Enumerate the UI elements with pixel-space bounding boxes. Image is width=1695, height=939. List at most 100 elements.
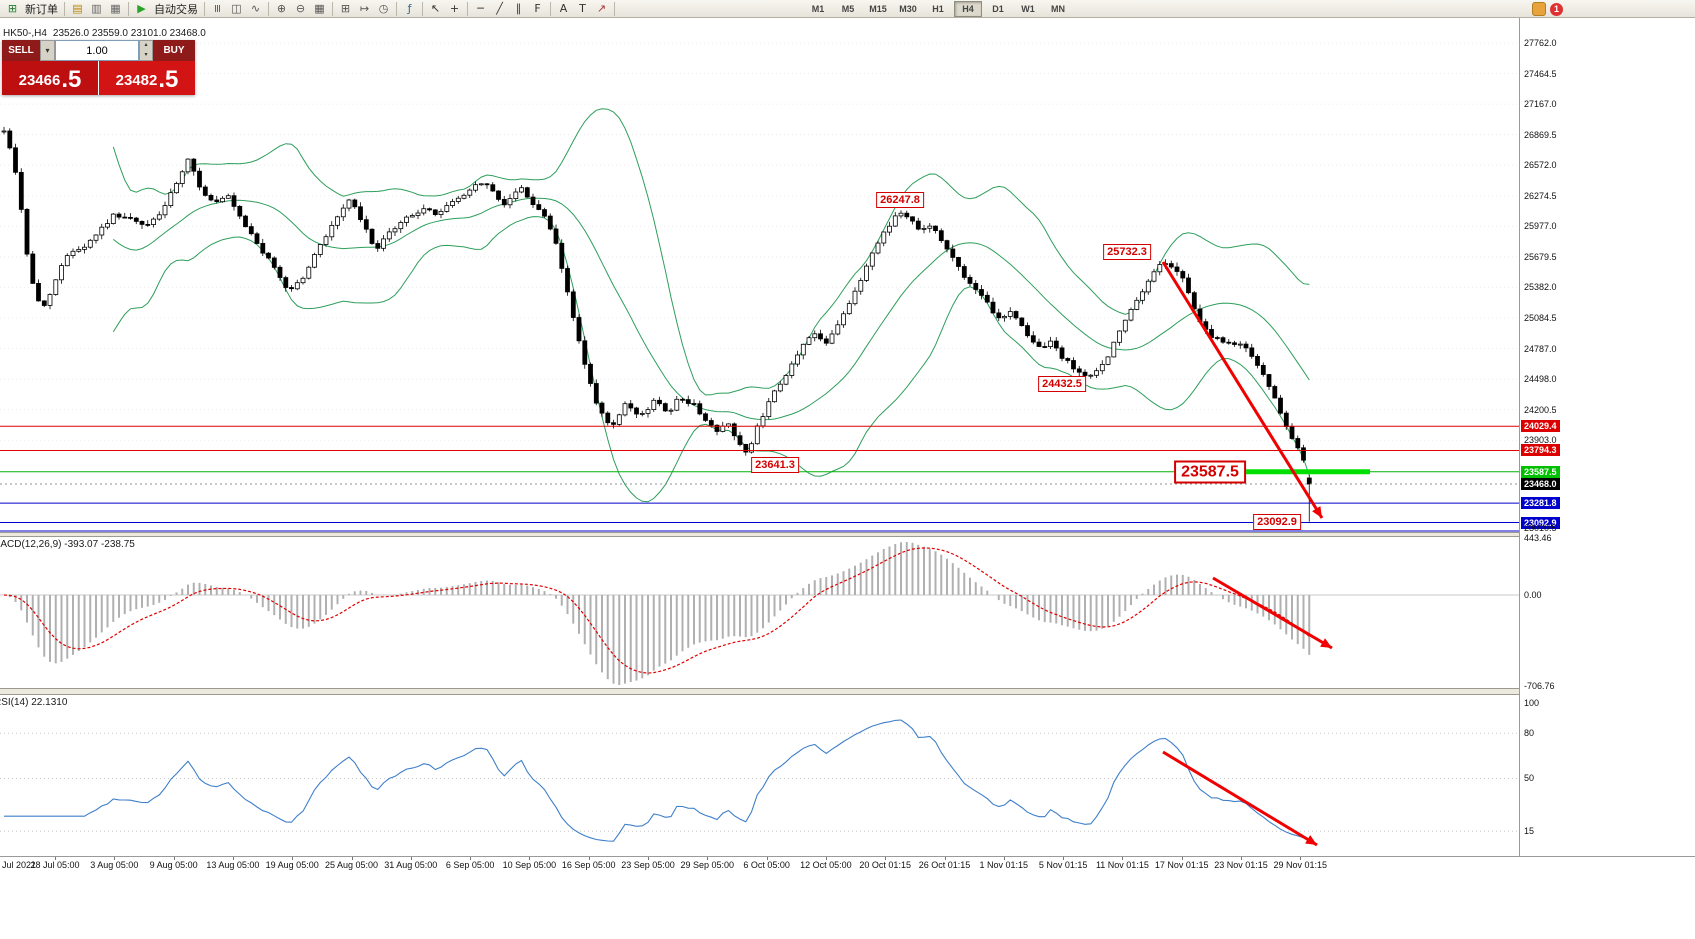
price-tick-label: 25679.5 xyxy=(1524,251,1557,262)
volume-input[interactable] xyxy=(55,40,139,61)
notification-badge[interactable]: 1 xyxy=(1550,2,1563,16)
sell-button[interactable]: SELL xyxy=(2,40,40,61)
rsi-indicator-label: RSI(14) 22.1310 xyxy=(0,697,68,708)
macd-axis-label: 0.00 xyxy=(1524,590,1542,600)
bollinger-bands xyxy=(112,108,1310,503)
toolbar-separator xyxy=(204,1,205,16)
volume-up-icon[interactable]: ▴ xyxy=(144,42,148,48)
time-tick-mark xyxy=(707,857,709,860)
time-tick-mark xyxy=(1241,857,1242,860)
price-tag-last-price-tag: 23468.0 xyxy=(1521,477,1560,490)
time-tick-mark xyxy=(1122,857,1124,860)
time-tick-label: 31 Aug 05:00 xyxy=(384,860,438,870)
time-tick-label: 26 Oct 01:15 xyxy=(918,860,971,870)
rsi-line xyxy=(4,719,1310,842)
panel-separator[interactable] xyxy=(0,688,1520,695)
timeframe-toolbar: M1 M5 M15 M30 H1 H4 D1 W1 MN xyxy=(803,0,1073,17)
trend-arrow[interactable] xyxy=(1161,261,1324,519)
indicators-icon[interactable]: ƒ xyxy=(407,2,412,15)
sell-price-int: 23466 xyxy=(18,72,61,89)
new-chart-icon[interactable]: ⊞ xyxy=(340,2,351,15)
alert-icon[interactable] xyxy=(1532,2,1546,16)
trendline-icon[interactable]: ╱ xyxy=(496,2,503,15)
volume-dropdown-icon[interactable]: ▾ xyxy=(40,40,55,61)
text-icon[interactable]: A xyxy=(559,2,568,15)
toolbar-separator xyxy=(422,1,423,16)
data-window-icon[interactable]: ▥ xyxy=(91,2,102,15)
buy-button[interactable]: BUY xyxy=(153,40,195,61)
timeframe-m30[interactable]: M30 xyxy=(899,3,917,14)
timeframe-m1[interactable]: M1 xyxy=(811,3,825,14)
time-tick-label: 23 Nov 01:15 xyxy=(1214,860,1268,870)
timeframe-d1[interactable]: D1 xyxy=(992,3,1004,14)
macd-panel-canvas xyxy=(0,542,1519,685)
price-tick-label: 25977.0 xyxy=(1524,221,1557,232)
volume-stepper[interactable]: ▴ ▾ xyxy=(139,40,153,61)
crosshair-icon[interactable]: + xyxy=(449,2,460,15)
text-label-icon[interactable]: T xyxy=(579,2,586,15)
timeframe-m15[interactable]: M15 xyxy=(869,3,887,14)
zoom-in-icon[interactable]: ⊕ xyxy=(276,2,287,15)
price-tick-label: 26572.0 xyxy=(1524,160,1557,171)
time-tick-label: 10 Sep 05:00 xyxy=(502,860,557,870)
price-tick-label: 23903.0 xyxy=(1524,435,1557,446)
cursor-icon[interactable]: ↖ xyxy=(430,2,441,15)
fibonacci-icon[interactable]: F xyxy=(534,2,541,15)
chart-symbol: HK50-,H4 xyxy=(3,28,47,39)
tile-windows-icon[interactable]: ▦ xyxy=(314,2,325,15)
time-tick-label: 6 Oct 05:00 xyxy=(743,860,790,870)
time-tick-label: 17 Nov 01:15 xyxy=(1154,860,1209,870)
macd-axis-label: 443.46 xyxy=(1524,533,1552,543)
time-tick-label: 19 Aug 05:00 xyxy=(265,860,319,870)
volume-down-icon[interactable]: ▾ xyxy=(144,51,148,58)
arrow-tools-icon[interactable]: ↗ xyxy=(596,2,607,15)
time-tick-label: 29 Sep 05:00 xyxy=(680,860,735,870)
cycles-icon[interactable]: ◷ xyxy=(378,2,389,15)
trend-arrow-head xyxy=(1305,835,1317,845)
time-tick-label: 6 Sep 05:00 xyxy=(445,860,495,870)
new-order-icon[interactable]: ⊞ xyxy=(7,2,18,15)
time-tick-mark xyxy=(410,857,412,860)
trend-arrow[interactable] xyxy=(1162,750,1318,847)
timeframe-h1[interactable]: H1 xyxy=(932,3,944,14)
chart-shift-icon[interactable]: ↦ xyxy=(359,2,370,15)
toolbar-separator xyxy=(550,1,551,16)
macd-axis-label: -706.76 xyxy=(1524,681,1555,691)
time-tick-mark xyxy=(1300,857,1302,860)
auto-trading-play-icon[interactable]: ▶ xyxy=(137,2,146,15)
trend-arrow-head xyxy=(1320,638,1332,648)
timeframe-m5[interactable]: M5 xyxy=(841,3,855,14)
price-axis-border xyxy=(1519,18,1520,856)
trend-arrow[interactable] xyxy=(1212,576,1333,650)
price-tag-green-line-tag: 23587.5 xyxy=(1521,465,1560,478)
one-click-trading-panel: SELL ▾ ▴ ▾ BUY 23466 .5 23482 .5 xyxy=(2,40,195,95)
market-watch-icon[interactable]: ▤ xyxy=(72,2,83,15)
price-tick-label: 27167.0 xyxy=(1524,99,1557,110)
bar-chart-icon[interactable]: ≡ xyxy=(211,3,224,14)
line-chart-icon[interactable]: ∿ xyxy=(250,2,261,15)
sell-price-dec: .5 xyxy=(61,66,82,93)
timeframe-mn[interactable]: MN xyxy=(1051,3,1065,14)
buy-price[interactable]: 23482 .5 xyxy=(99,61,195,95)
sell-price[interactable]: 23466 .5 xyxy=(2,61,98,95)
panel-separator[interactable] xyxy=(0,532,1520,537)
time-tick-label: 1 Nov 01:15 xyxy=(979,860,1029,870)
navigator-icon[interactable]: ▦ xyxy=(110,2,121,15)
toolbar-separator xyxy=(467,1,468,16)
timeframe-h4[interactable]: H4 xyxy=(954,0,982,17)
new-order-label[interactable]: 新订单 xyxy=(25,3,58,16)
time-tick-mark xyxy=(766,857,768,860)
auto-trading-label[interactable]: 自动交易 xyxy=(154,3,198,16)
toolbar-separator xyxy=(128,1,129,16)
buy-price-dec: .5 xyxy=(158,66,179,93)
candlestick-icon[interactable]: ◫ xyxy=(231,2,242,15)
horizontal-line-icon[interactable]: ─ xyxy=(477,2,484,15)
price-axis-plain-label: 23010.5 xyxy=(1524,522,1557,533)
zoom-out-icon[interactable]: ⊖ xyxy=(295,2,306,15)
channel-icon[interactable]: ∥ xyxy=(515,2,522,15)
rsi-panel-canvas xyxy=(0,719,1519,847)
price-tag-red-line-tag: 23794.3 xyxy=(1521,444,1560,457)
timeframe-w1[interactable]: W1 xyxy=(1021,3,1035,14)
time-tick-mark xyxy=(529,857,531,860)
price-tick-label: 25382.0 xyxy=(1524,282,1557,293)
